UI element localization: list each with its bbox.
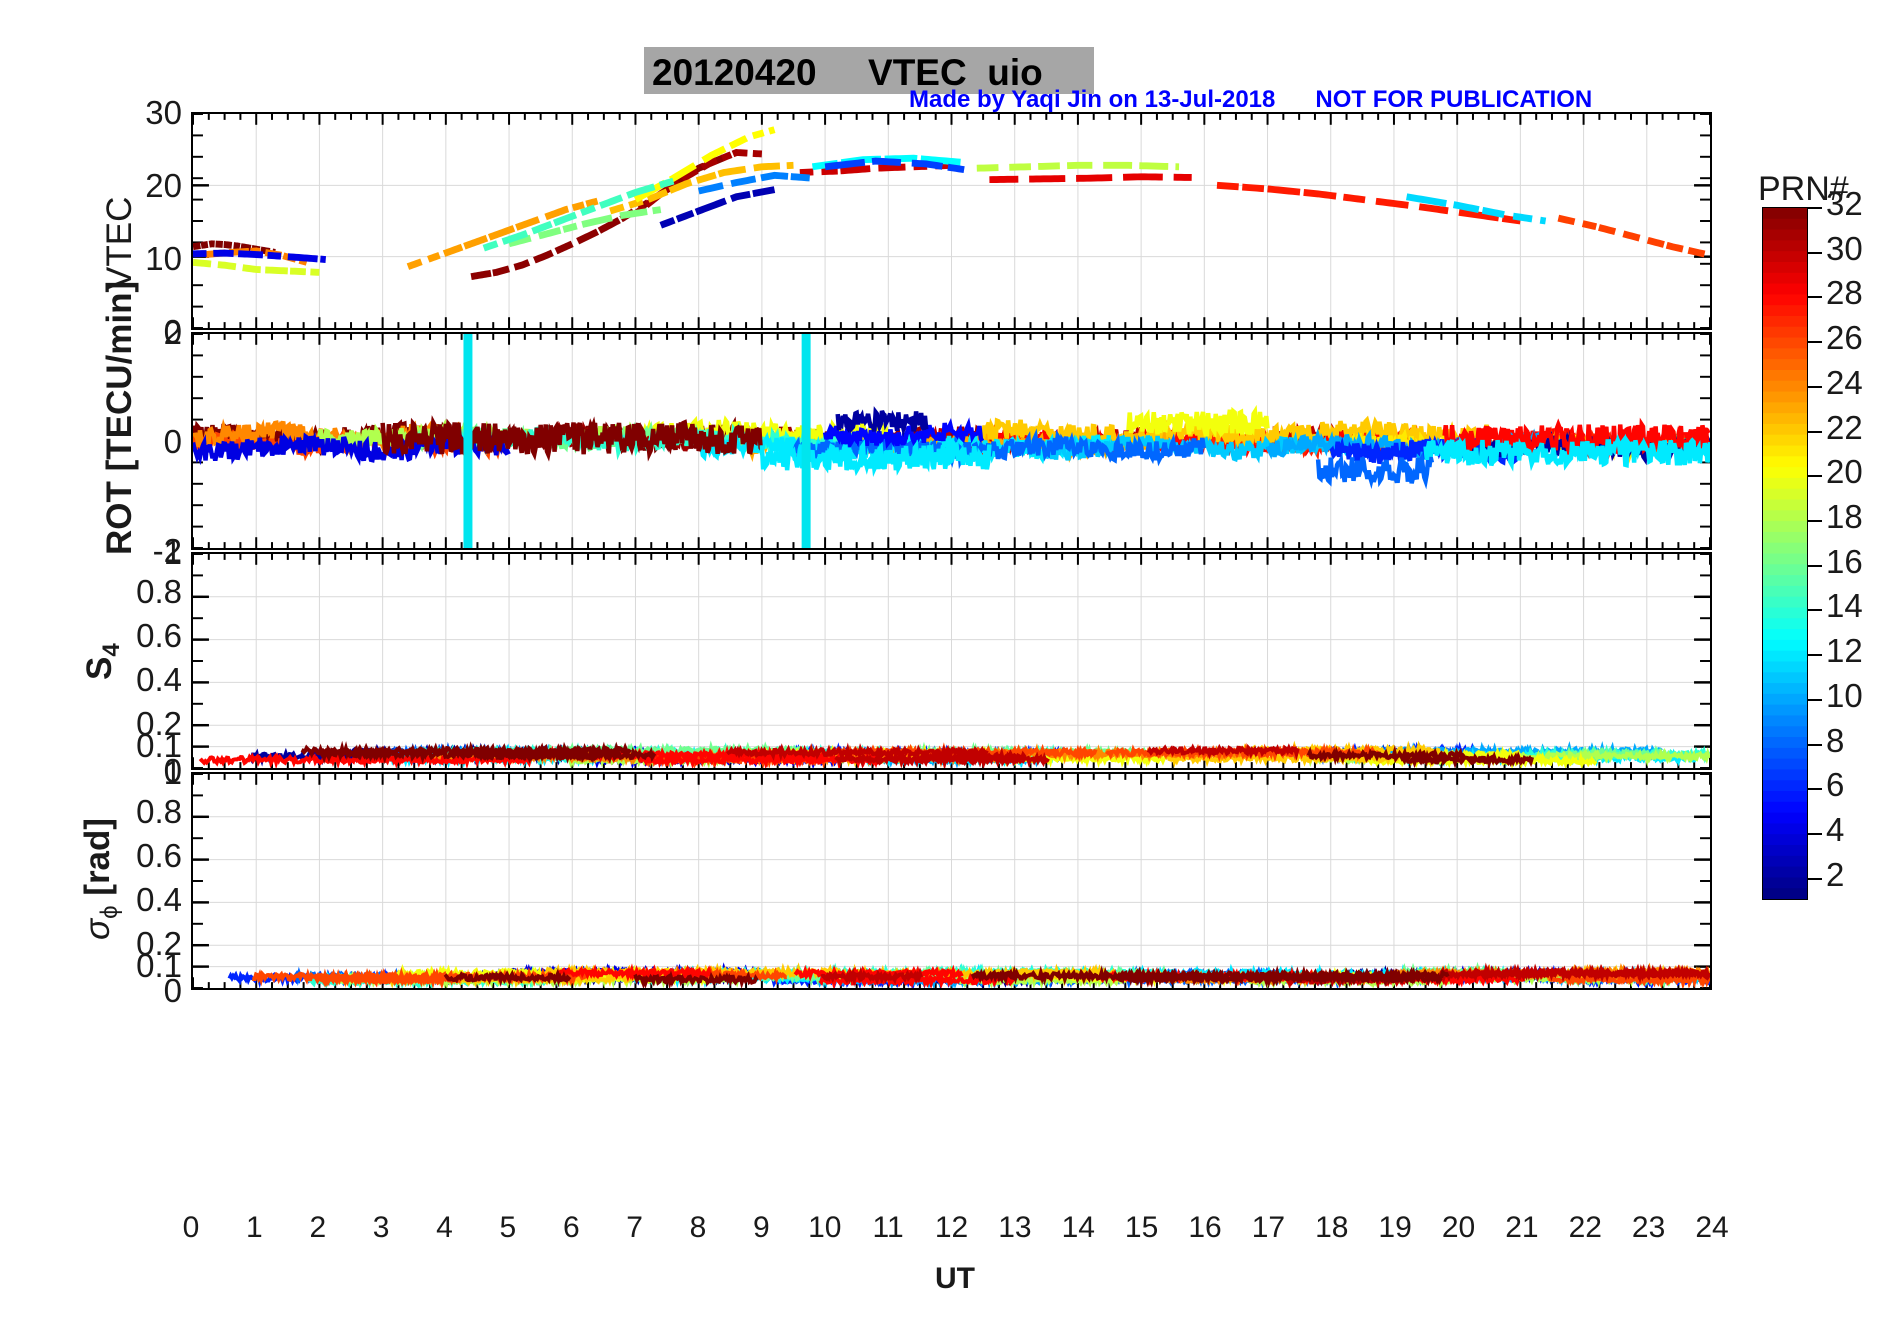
xtick-label: 17 bbox=[1251, 1211, 1286, 1244]
colorbar-tick-label: 14 bbox=[1826, 587, 1863, 625]
colorbar-tick bbox=[1808, 207, 1822, 209]
ytick-vtec-30: 30 bbox=[145, 94, 182, 131]
ylabel-rad-unit: [rad] bbox=[78, 817, 117, 906]
colorbar-tick bbox=[1808, 296, 1822, 299]
ytick-rot-m2: -2 bbox=[152, 532, 182, 569]
xtick-label: 5 bbox=[499, 1211, 517, 1244]
colorbar-tick-label: 6 bbox=[1826, 766, 1845, 804]
colorbar-tick bbox=[1808, 877, 1822, 880]
ytick-rot-0: 0 bbox=[163, 423, 182, 460]
xtick-label: 23 bbox=[1631, 1211, 1666, 1244]
xtick-label: 11 bbox=[872, 1211, 904, 1244]
colorbar-tick-label: 4 bbox=[1826, 810, 1845, 848]
colorbar-tick-label: 12 bbox=[1826, 632, 1863, 670]
panel-vtec bbox=[191, 112, 1712, 330]
ytick-vtec-0: 0 bbox=[163, 313, 182, 350]
colorbar-tick-label: 22 bbox=[1826, 408, 1863, 446]
xtick-label: 6 bbox=[562, 1211, 580, 1244]
panel-s4 bbox=[191, 552, 1712, 770]
colorbar-tick-label: 16 bbox=[1826, 542, 1863, 580]
colorbar-tick bbox=[1808, 430, 1822, 433]
colorbar-tick bbox=[1808, 788, 1822, 791]
colorbar-tick bbox=[1808, 520, 1822, 522]
colorbar-tick bbox=[1808, 654, 1822, 657]
colorbar-tick-label: 10 bbox=[1826, 676, 1863, 714]
xtick-label: 21 bbox=[1505, 1211, 1539, 1244]
ytick-sp-04: 0.4 bbox=[136, 881, 182, 918]
xtick-label: 8 bbox=[689, 1211, 707, 1244]
title-background bbox=[644, 47, 1094, 94]
ytick-vtec-20: 20 bbox=[145, 167, 182, 204]
ylabel-s4: S4 bbox=[80, 643, 126, 680]
colorbar-title: PRN# bbox=[1758, 170, 1849, 208]
xtick-label: 19 bbox=[1378, 1211, 1412, 1244]
colorbar-tick bbox=[1808, 475, 1822, 478]
x-axis-label: UT bbox=[935, 1262, 975, 1295]
ylabel-s4-subscript: 4 bbox=[98, 643, 125, 657]
colorbar-tick-label: 8 bbox=[1826, 721, 1845, 759]
xtick-label: 15 bbox=[1124, 1211, 1159, 1244]
ylabel-rot: ROT [TECU/min] bbox=[100, 280, 139, 555]
ylabel-phi-subscript: ϕ bbox=[96, 905, 123, 919]
ytick-s4-01: 0.1 bbox=[136, 727, 182, 764]
xtick-label: 13 bbox=[998, 1211, 1032, 1244]
colorbar-tick bbox=[1808, 698, 1822, 701]
ytick-sp-1: 1 bbox=[163, 754, 182, 791]
ytick-s4-04: 0.4 bbox=[136, 661, 182, 698]
ytick-sp-0: 0 bbox=[163, 972, 182, 1009]
xtick-label: 10 bbox=[808, 1211, 842, 1244]
ytick-sp-01: 0.1 bbox=[136, 947, 182, 984]
xtick-label: 22 bbox=[1568, 1211, 1602, 1244]
panel-sigma-phi bbox=[191, 772, 1712, 990]
colorbar-tick bbox=[1808, 251, 1822, 254]
colorbar-tick-label: 20 bbox=[1826, 453, 1863, 491]
colorbar-tick bbox=[1808, 341, 1822, 344]
colorbar-tick-label: 32 bbox=[1826, 185, 1863, 222]
xtick-label: 16 bbox=[1188, 1211, 1222, 1244]
ylabel-sigma-phi: σϕ [rad] bbox=[78, 818, 124, 940]
colorbar-tick bbox=[1808, 564, 1822, 567]
colorbar-tick bbox=[1808, 385, 1822, 388]
xtick-label: 12 bbox=[934, 1211, 969, 1244]
ytick-s4-08: 0.8 bbox=[136, 573, 182, 610]
colorbar bbox=[1762, 207, 1808, 900]
xtick-label: 3 bbox=[372, 1211, 390, 1244]
credit-annotation: Made by Yaqi Jin on 13-Jul-2018 NOT FOR … bbox=[909, 86, 1593, 113]
xtick-label: 4 bbox=[436, 1211, 453, 1244]
ytick-s4-06: 0.6 bbox=[136, 617, 182, 654]
xtick-label: 9 bbox=[753, 1211, 770, 1244]
xtick-label: 7 bbox=[626, 1211, 643, 1244]
figure-title: 20120420 VTEC uio bbox=[652, 52, 1043, 93]
ytick-s4-0: 0 bbox=[163, 752, 182, 789]
colorbar-tick bbox=[1808, 743, 1822, 746]
colorbar-tick-label: 2 bbox=[1826, 855, 1845, 893]
ytick-rot-2: 2 bbox=[163, 314, 182, 351]
xtick-label: 0 bbox=[182, 1211, 200, 1244]
colorbar-tick-label: 26 bbox=[1826, 319, 1863, 357]
ylabel-s4-main: S bbox=[80, 656, 119, 680]
xtick-label: 1 bbox=[246, 1211, 263, 1244]
ytick-sp-06: 0.6 bbox=[136, 837, 182, 874]
ytick-sp-08: 0.8 bbox=[136, 793, 182, 830]
colorbar-tick-label: 28 bbox=[1826, 274, 1863, 312]
colorbar-tick-label: 18 bbox=[1826, 498, 1863, 535]
xtick-label: 2 bbox=[309, 1211, 327, 1244]
ytick-sp-02: 0.2 bbox=[136, 925, 182, 962]
colorbar-tick bbox=[1808, 832, 1822, 835]
panel-rot bbox=[191, 332, 1712, 550]
ylabel-sigma-symbol: σ bbox=[78, 918, 117, 940]
xtick-label: 14 bbox=[1061, 1211, 1095, 1244]
ytick-s4-02: 0.2 bbox=[136, 705, 182, 742]
xtick-label: 20 bbox=[1441, 1211, 1476, 1244]
ylabel-vtec: VTEC bbox=[100, 196, 139, 290]
ytick-vtec-10: 10 bbox=[145, 240, 182, 277]
ytick-s4-1: 1 bbox=[163, 534, 182, 571]
colorbar-tick-label: 30 bbox=[1826, 229, 1863, 267]
xtick-label: 18 bbox=[1315, 1211, 1349, 1244]
xtick-label: 24 bbox=[1695, 1211, 1729, 1244]
colorbar-tick bbox=[1808, 609, 1822, 612]
colorbar-tick-label: 24 bbox=[1826, 363, 1863, 401]
